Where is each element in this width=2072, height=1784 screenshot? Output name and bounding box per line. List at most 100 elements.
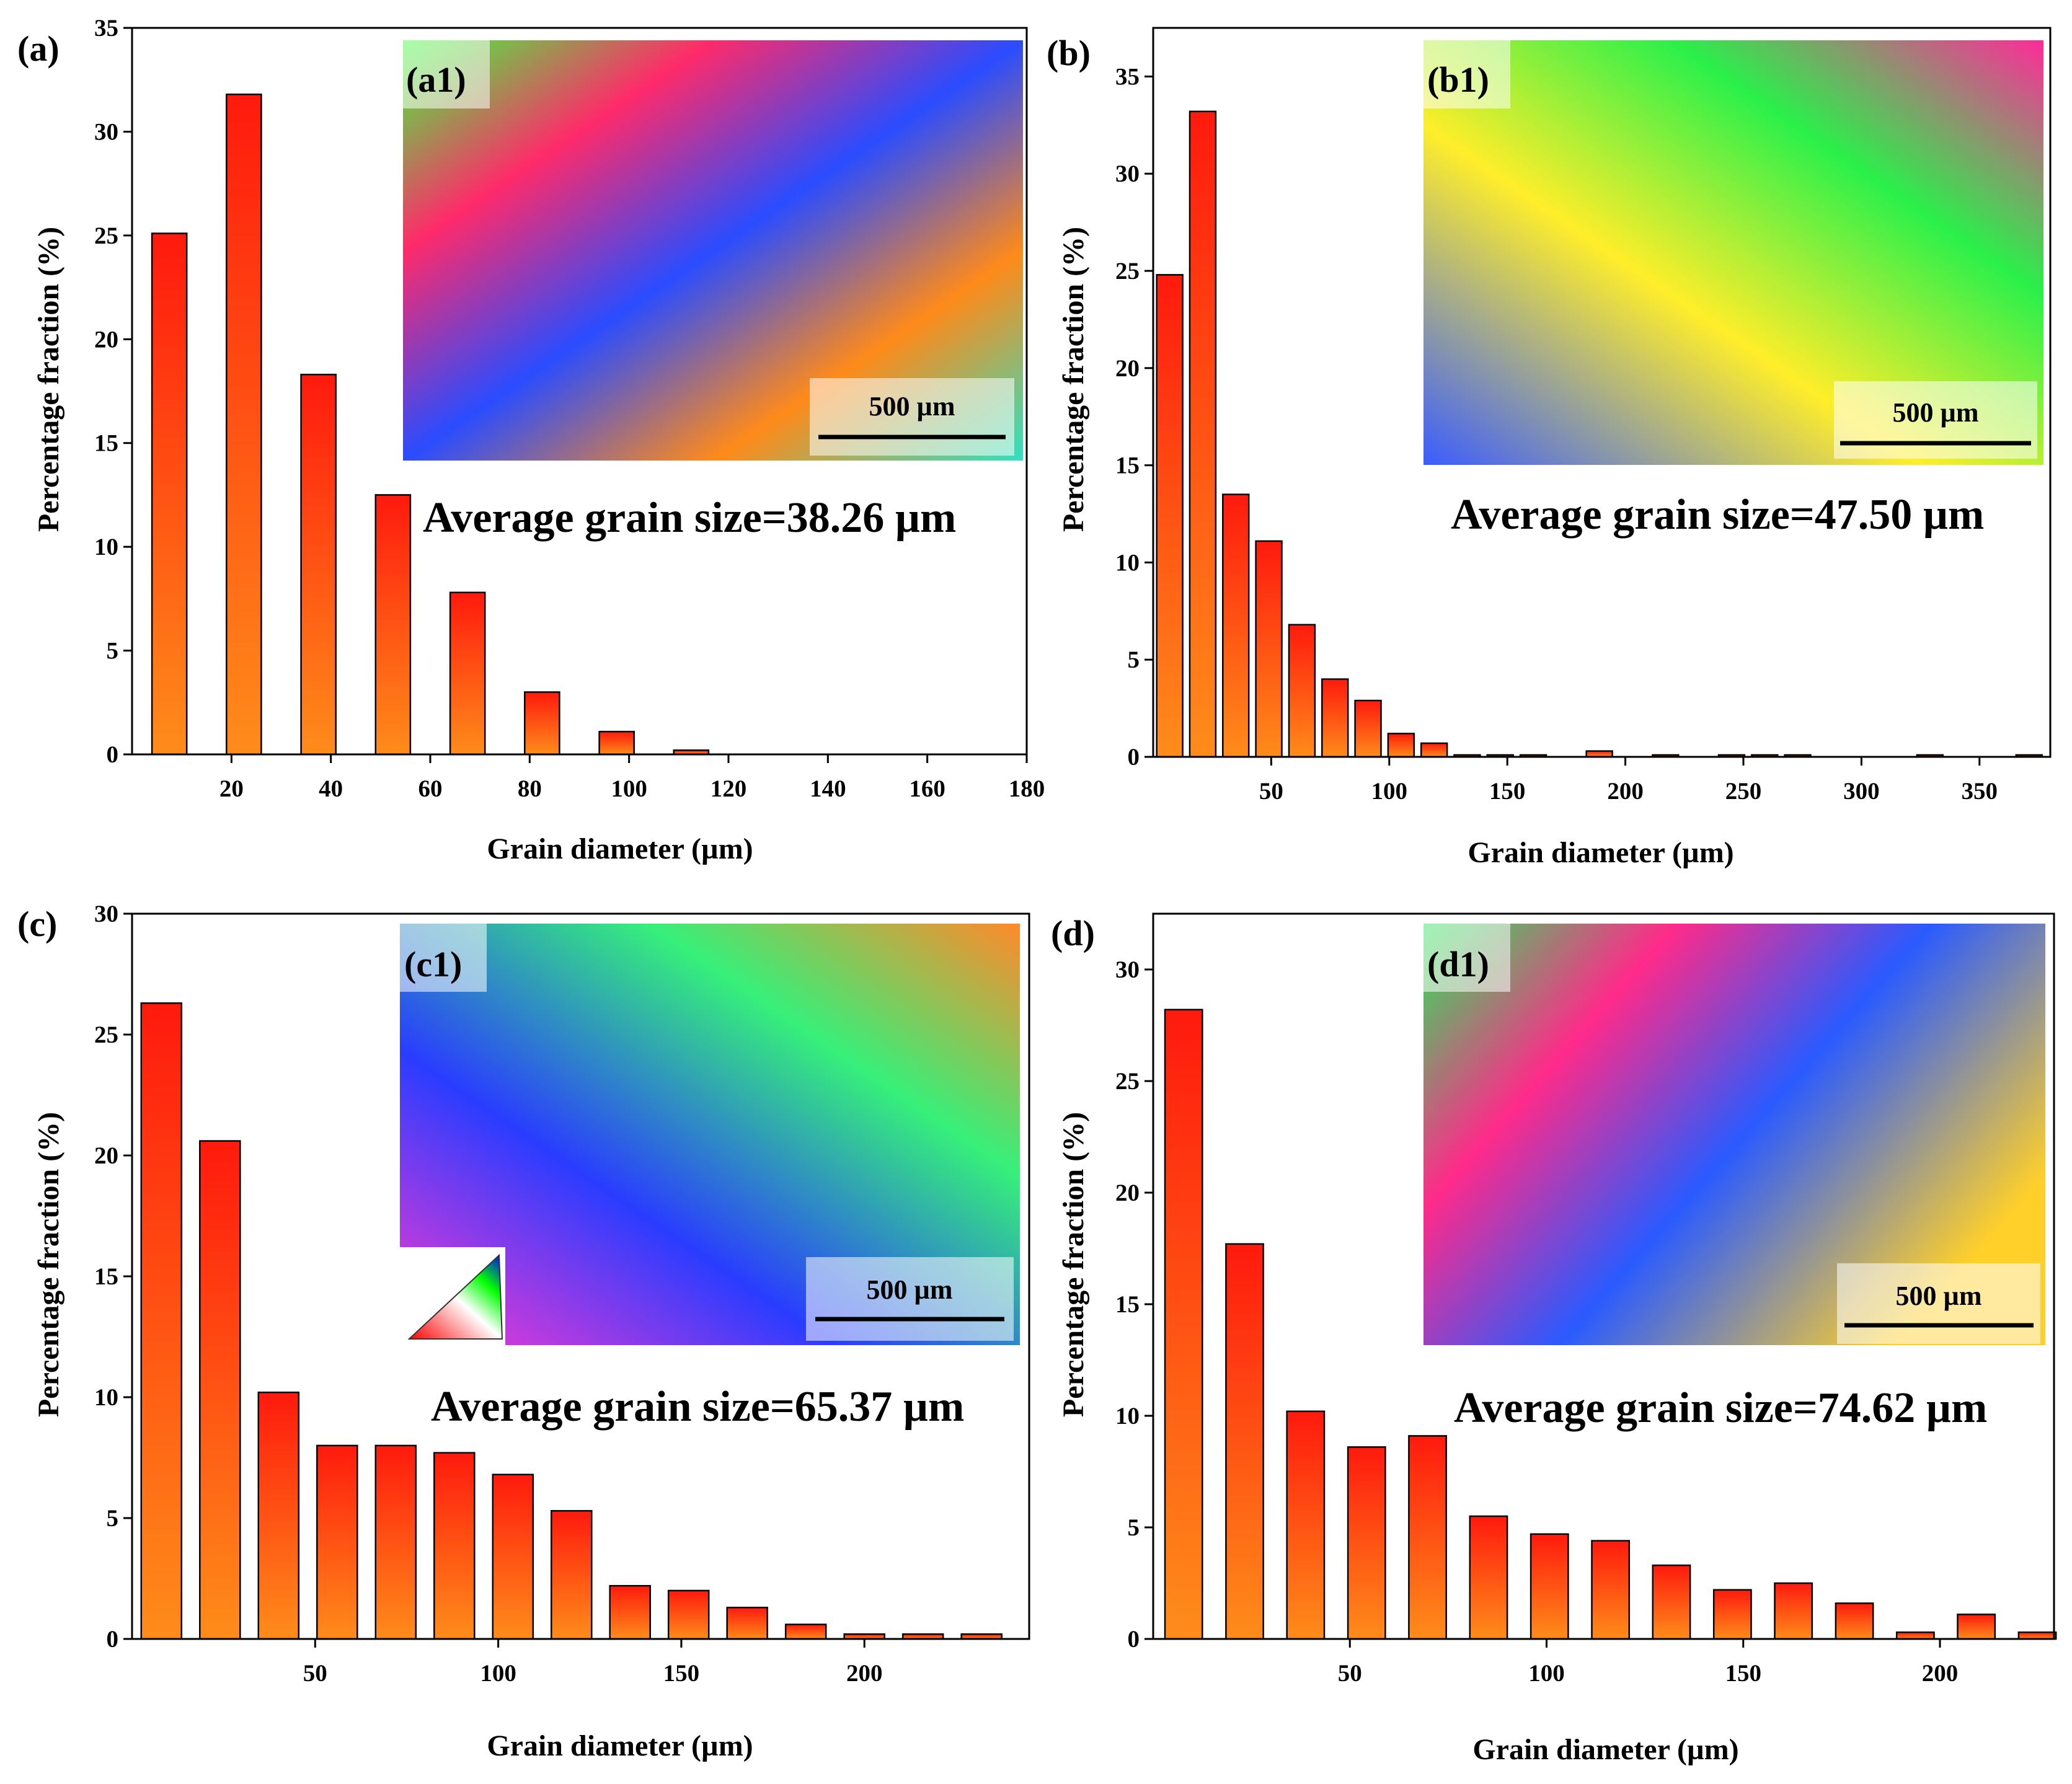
bar-b-4 <box>1288 624 1316 758</box>
bars-c <box>140 1002 1003 1640</box>
x-tick-label-c-1: 100 <box>480 1660 516 1687</box>
bar-a-5 <box>524 691 560 756</box>
x-tick-label-a-6: 140 <box>810 775 846 802</box>
plot-frame-b <box>1152 27 2052 758</box>
x-tick-label-b-2: 150 <box>1489 778 1526 805</box>
bar-b-5 <box>1321 678 1349 758</box>
bar-c-10 <box>726 1607 768 1640</box>
inset-label-c: (c1) <box>404 944 462 984</box>
y-axis-title-c: Percentage fraction (%) <box>32 1112 65 1417</box>
inset-label-b: (b1) <box>1427 60 1489 100</box>
bars-a <box>151 93 710 756</box>
scale-label-a: 500 µm <box>869 391 955 422</box>
bar-c-7 <box>551 1510 593 1640</box>
bar-c-3 <box>316 1444 358 1640</box>
bar-d-1 <box>1225 1243 1264 1640</box>
x-tick-label-d-3: 200 <box>1922 1660 1959 1687</box>
bar-d-0 <box>1164 1009 1203 1640</box>
ipf-key-triangle <box>407 1253 503 1340</box>
bars-b <box>1156 110 2043 758</box>
y-tick-label-c-2: 10 <box>94 1384 118 1411</box>
bar-d-7 <box>1591 1540 1631 1640</box>
panel-label-b: (b) <box>1047 33 1091 73</box>
y-tick-label-a-3: 15 <box>94 430 118 457</box>
x-tick-label-a-1: 40 <box>319 775 343 802</box>
bar-b-8 <box>1420 742 1448 758</box>
y-tick-label-b-0: 0 <box>1128 744 1140 771</box>
avg-grain-size-d: Average grain size=74.62 µm <box>1454 1384 1987 1432</box>
panel-label-a: (a) <box>17 29 60 69</box>
panel-label-c: (c) <box>17 904 57 944</box>
y-tick-label-b-7: 35 <box>1115 63 1140 90</box>
inset-label-d: (d1) <box>1427 944 1489 984</box>
bar-b-3 <box>1255 540 1283 758</box>
scale-box-d <box>1837 1263 2040 1344</box>
bar-c-5 <box>433 1452 476 1640</box>
x-tick-label-a-3: 80 <box>518 775 542 802</box>
bar-c-1 <box>199 1140 241 1640</box>
x-tick-label-a-0: 20 <box>219 775 244 802</box>
avg-grain-size-a: Average grain size=38.26 µm <box>423 494 956 542</box>
y-tick-label-d-6: 30 <box>1115 956 1140 983</box>
ticks-d: 0 5 10 15 20 25 30 50 100 150 200 <box>1115 956 1958 1687</box>
bar-d-13 <box>1957 1614 1996 1640</box>
inset-b: (b1) 500 µm <box>1423 40 2043 465</box>
inset-label-box-b <box>1423 40 1510 108</box>
bar-c-0 <box>140 1002 183 1640</box>
panel-d: (d) Percentage fraction (%) Grain diamet… <box>1051 912 2057 1766</box>
bar-b-2 <box>1222 493 1250 758</box>
avg-grain-size-b: Average grain size=47.50 µm <box>1451 491 1984 539</box>
bar-c-4 <box>374 1444 417 1640</box>
bar-a-3 <box>374 494 412 756</box>
inset-label-box-c <box>400 924 487 992</box>
y-tick-label-d-5: 25 <box>1115 1068 1140 1095</box>
x-tick-label-a-4: 100 <box>611 775 647 802</box>
bar-c-9 <box>667 1589 710 1640</box>
y-tick-label-a-6: 30 <box>94 118 118 145</box>
y-tick-label-c-4: 20 <box>94 1142 118 1169</box>
x-tick-label-c-0: 50 <box>303 1660 327 1687</box>
x-tick-label-d-1: 100 <box>1528 1660 1565 1687</box>
y-tick-label-a-1: 5 <box>107 638 119 665</box>
scale-label-d: 500 µm <box>1895 1281 1981 1311</box>
plot-frame-a <box>131 27 1028 756</box>
y-tick-label-c-3: 15 <box>94 1263 118 1290</box>
plot-frame-d <box>1152 912 2055 1640</box>
y-tick-label-d-2: 10 <box>1115 1403 1140 1429</box>
x-axis-title-d: Grain diameter (µm) <box>1472 1733 1738 1766</box>
y-tick-label-c-0: 0 <box>107 1626 119 1653</box>
inset-c: (c1) 500 µm <box>400 924 1020 1346</box>
ticks-b: 0 5 10 15 20 25 30 35 50 100 150 200 250 300 350 <box>1115 63 1998 805</box>
inset-a: (a1) 500 µm <box>403 40 1023 461</box>
bar-d-3 <box>1347 1446 1386 1640</box>
x-tick-label-b-0: 50 <box>1259 778 1283 805</box>
x-tick-label-b-5: 300 <box>1843 778 1880 805</box>
bar-a-6 <box>598 730 635 756</box>
bar-a-4 <box>449 591 486 756</box>
y-axis-title-d: Percentage fraction (%) <box>1057 1112 1090 1417</box>
panel-label-d: (d) <box>1051 913 1095 953</box>
scale-box-a <box>810 378 1014 456</box>
panel-b: (b) Percentage fraction (%) Grain diamet… <box>1047 27 2052 869</box>
y-axis-title-a: Percentage fraction (%) <box>32 227 65 532</box>
panel-c: (c) Percentage fraction (%) Grain diamet… <box>17 901 1030 1762</box>
bar-c-2 <box>257 1391 300 1640</box>
x-tick-label-d-0: 50 <box>1338 1660 1362 1687</box>
y-tick-label-d-1: 5 <box>1128 1514 1140 1541</box>
y-tick-label-b-6: 30 <box>1115 161 1140 187</box>
x-tick-label-a-5: 120 <box>711 775 747 802</box>
y-tick-label-c-1: 5 <box>107 1505 119 1532</box>
y-tick-label-a-4: 20 <box>94 326 118 353</box>
bar-c-8 <box>609 1584 651 1640</box>
bar-d-12 <box>1895 1631 1935 1640</box>
scale-label-b: 500 µm <box>1892 397 1978 428</box>
x-axis-title-c: Grain diameter (µm) <box>487 1729 753 1762</box>
ticks-c: 0 5 10 15 20 25 30 50 100 150 200 <box>94 901 882 1687</box>
y-tick-label-c-5: 25 <box>94 1022 118 1048</box>
y-tick-label-a-2: 10 <box>94 534 118 560</box>
bar-b-6 <box>1354 699 1382 758</box>
inset-label-box-a <box>403 40 490 108</box>
scale-box-b <box>1834 381 2037 459</box>
y-tick-label-c-6: 30 <box>94 901 118 927</box>
x-tick-label-a-8: 180 <box>1009 775 1045 802</box>
